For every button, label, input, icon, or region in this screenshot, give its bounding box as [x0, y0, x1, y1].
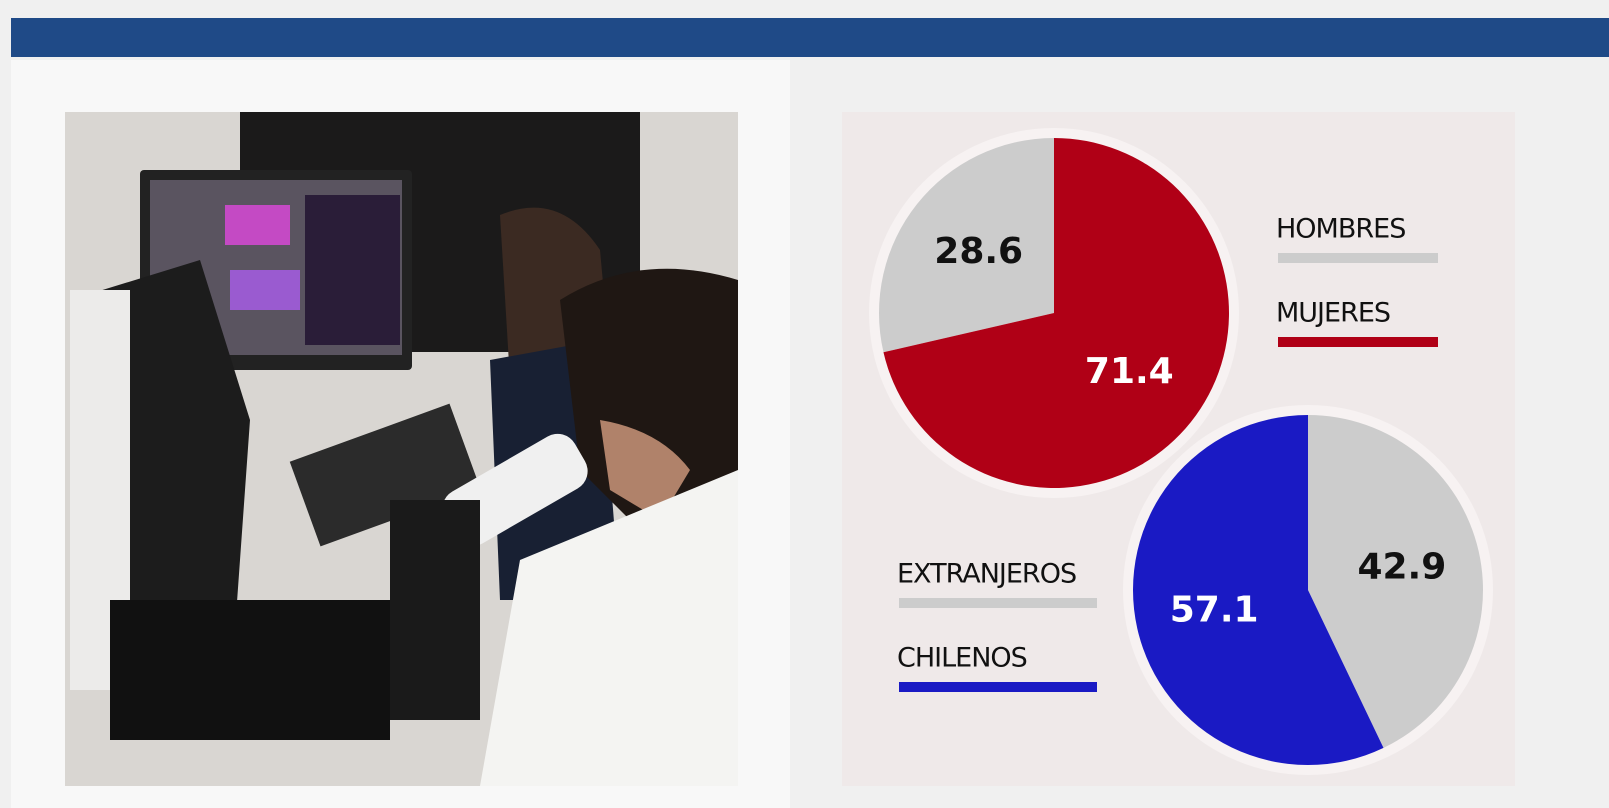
photo [65, 112, 738, 786]
legend-swatch [899, 682, 1097, 692]
legend-label: CHILENOS [897, 643, 1027, 674]
slice-label: 57.1 [1170, 589, 1259, 630]
slice-label: 71.4 [1085, 351, 1174, 392]
page: 28.6 HOMBRES 71.4 MUJERES 42.9 EXTRANJEROS 57.… [0, 0, 1609, 808]
header-bar [11, 18, 1609, 57]
slice-label: 28.6 [934, 231, 1023, 272]
screen: 28.6 HOMBRES 71.4 MUJERES 42.9 EXTRANJEROS 57.… [0, 0, 1609, 808]
legend-swatch [1278, 337, 1438, 347]
slice-label: 42.9 [1357, 547, 1446, 588]
legend-label: EXTRANJEROS [897, 559, 1076, 590]
legend-swatch [1278, 253, 1438, 263]
legend-label: HOMBRES [1276, 214, 1405, 245]
legend-label: MUJERES [1276, 298, 1390, 329]
legend-swatch [899, 598, 1097, 608]
